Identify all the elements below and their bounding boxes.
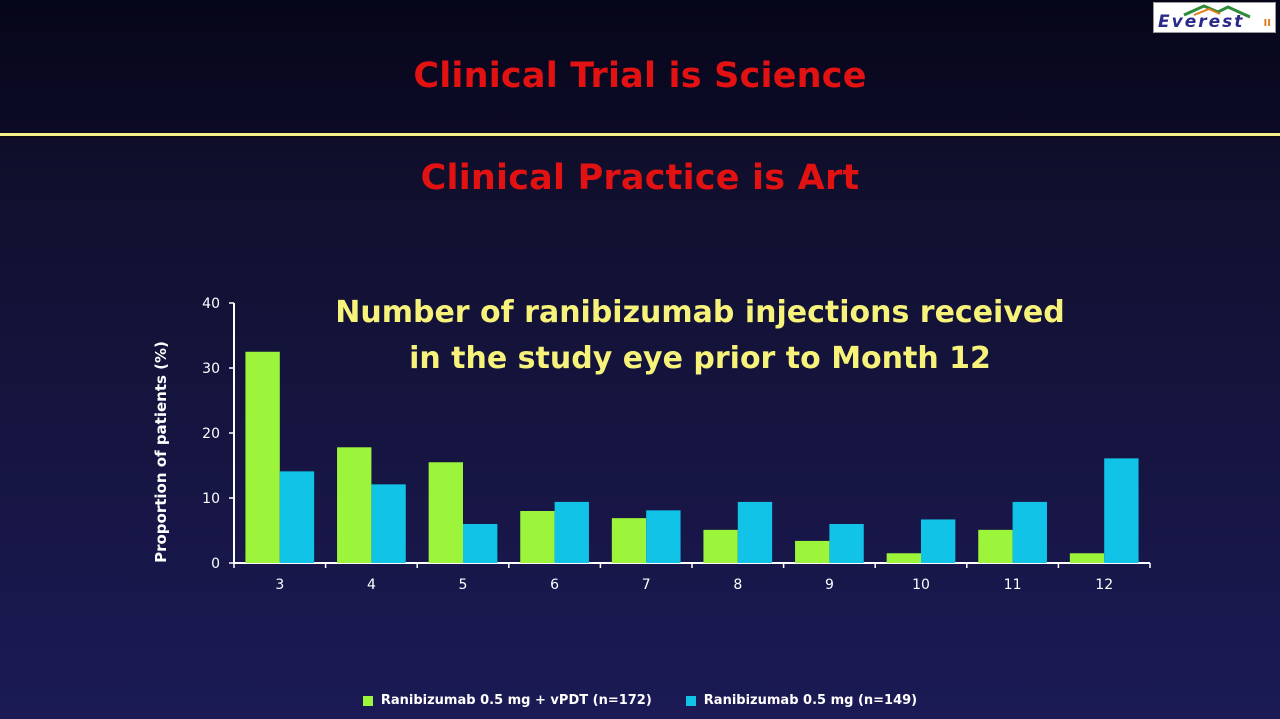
bars: [245, 351, 1139, 563]
chart-title: Number of ranibizumab injections receive…: [300, 290, 1100, 382]
x-tick-label: 8: [733, 577, 742, 593]
x-tick-label: 11: [1004, 577, 1022, 593]
bar-combo: [245, 351, 280, 563]
x-tick-label: 6: [550, 577, 559, 593]
bar-combo: [428, 462, 463, 563]
mountain-logo-icon: [1183, 4, 1251, 19]
bar-mono: [737, 501, 773, 563]
header-divider: [0, 133, 1280, 136]
chart-legend: Ranibizumab 0.5 mg + vPDT (n=172) Ranibi…: [0, 693, 1280, 708]
everest-logo: Everest II: [1153, 2, 1276, 33]
x-tick-label: 10: [912, 577, 930, 593]
bar-combo: [611, 518, 647, 563]
y-tick-label: 20: [202, 426, 220, 442]
header-band: [0, 0, 1280, 134]
x-tick-label: 12: [1095, 577, 1113, 593]
y-tick-label: 0: [211, 556, 220, 572]
y-tick-label: 10: [202, 491, 220, 507]
legend-label-combo: Ranibizumab 0.5 mg + vPDT (n=172): [380, 693, 652, 708]
legend-item-mono: Ranibizumab 0.5 mg (n=149): [685, 693, 918, 708]
bar-mono: [1104, 458, 1139, 563]
chart-title-line-1: Number of ranibizumab injections receive…: [335, 295, 1065, 330]
x-tick-label: 5: [459, 577, 468, 593]
x-tick-label: 4: [367, 577, 376, 593]
legend-swatch-green: [362, 695, 373, 706]
x-tick-label: 7: [642, 577, 651, 593]
logo-wordmark: Everest: [1158, 12, 1245, 32]
y-tick-label: 30: [202, 361, 220, 377]
bar-mono: [554, 501, 589, 563]
bar-mono: [371, 484, 406, 563]
x-tick-label: 3: [275, 577, 284, 593]
bar-mono: [829, 524, 864, 563]
bar-mono: [279, 471, 315, 563]
x-tick-label: 9: [825, 577, 834, 593]
bar-combo: [1069, 553, 1105, 563]
y-axis: 0 10 20 30 40: [202, 296, 235, 572]
slide-title-primary: Clinical Trial is Science: [413, 56, 867, 96]
bar-mono: [921, 519, 956, 563]
x-axis: 3 4 5 6 7 8 9 10 11 12: [233, 562, 1151, 593]
legend-item-combo: Ranibizumab 0.5 mg + vPDT (n=172): [362, 693, 652, 708]
bar-combo: [703, 529, 738, 563]
y-tick-label: 40: [202, 296, 220, 312]
bar-combo: [886, 553, 921, 563]
slide-title-secondary: Clinical Practice is Art: [420, 158, 860, 198]
bar-combo: [978, 529, 1013, 563]
bar-mono: [463, 524, 498, 563]
y-axis-label: Proportion of patients (%): [152, 341, 170, 563]
logo-roman-numeral: II: [1263, 18, 1271, 29]
bar-combo: [337, 447, 372, 563]
bar-combo: [520, 511, 555, 563]
legend-swatch-blue: [685, 695, 696, 706]
chart-title-line-2: in the study eye prior to Month 12: [409, 341, 991, 376]
bar-mono: [1012, 501, 1047, 563]
bar-mono: [646, 510, 681, 563]
legend-label-mono: Ranibizumab 0.5 mg (n=149): [703, 693, 918, 708]
bar-combo: [795, 540, 830, 563]
